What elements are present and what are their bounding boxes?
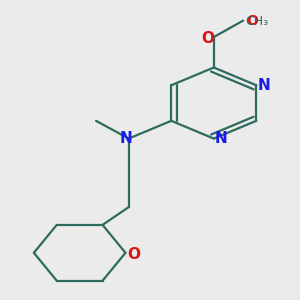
Text: CH₃: CH₃ <box>245 15 268 28</box>
Text: N: N <box>120 131 133 146</box>
Text: O: O <box>127 247 140 262</box>
Text: O: O <box>201 31 214 46</box>
Text: N: N <box>257 78 270 93</box>
Text: N: N <box>214 131 227 146</box>
Text: O: O <box>247 14 258 28</box>
